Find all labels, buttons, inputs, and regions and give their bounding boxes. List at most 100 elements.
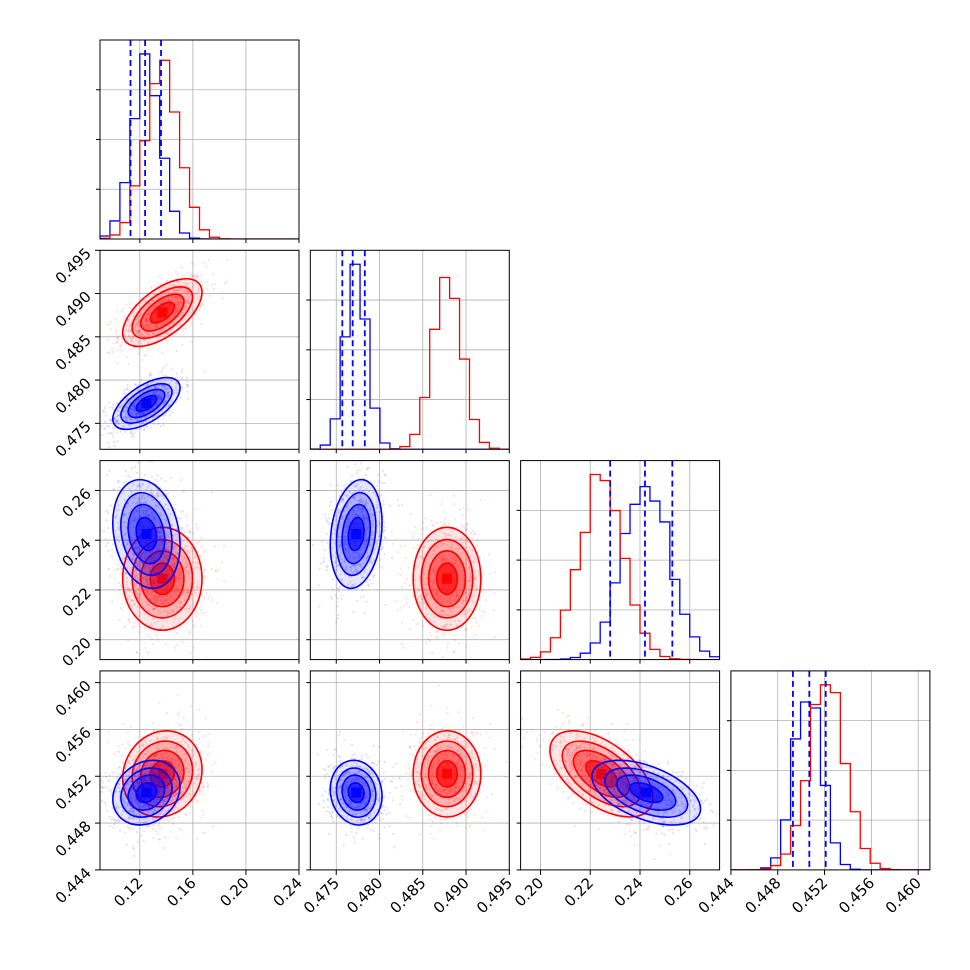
scatter-point-blue: [130, 432, 133, 435]
scatter-point-blue: [163, 526, 166, 529]
scatter-point-blue: [157, 531, 161, 534]
scatter-point-red: [221, 297, 224, 300]
scatter-point-blue: [379, 558, 382, 561]
scatter-point-red: [144, 319, 148, 322]
scatter-point-blue: [163, 577, 166, 581]
scatter-point-blue: [111, 432, 114, 435]
scatter-point-red: [159, 302, 162, 305]
scatter-point-blue: [346, 466, 349, 469]
scatter-point-blue: [135, 412, 138, 415]
scatter-point-blue: [115, 509, 118, 512]
scatter-point-red: [124, 329, 128, 332]
scatter-point-red: [165, 609, 168, 612]
scatter-point-red: [179, 601, 182, 604]
scatter-point-red: [442, 510, 446, 513]
scatter-point-red: [167, 333, 170, 336]
scatter-point-blue: [157, 397, 161, 401]
scatter-point-blue: [122, 513, 126, 516]
scatter-point-red: [135, 650, 138, 654]
scatter-point-red: [196, 291, 199, 294]
scatter-point-red: [163, 286, 166, 289]
scatter-point-red: [467, 552, 471, 555]
scatter-point-red: [142, 294, 145, 297]
scatter-point-blue: [87, 453, 89, 455]
scatter-point-red: [462, 611, 465, 614]
scatter-point-blue: [340, 490, 343, 494]
scatter-point-red: [162, 609, 165, 612]
scatter-point-blue: [153, 415, 156, 418]
scatter-point-blue: [155, 517, 158, 520]
scatter-point-blue: [130, 520, 133, 523]
contour-red: [131, 538, 194, 619]
scatter-point-red: [131, 313, 134, 316]
scatter-point-blue: [326, 564, 329, 568]
scatter-point-blue: [158, 565, 161, 568]
scatter-point-red: [107, 352, 110, 355]
scatter-point-blue: [152, 390, 156, 393]
scatter-point-blue: [112, 543, 115, 546]
scatter-point-red: [109, 321, 112, 324]
scatter-point-blue: [191, 586, 194, 589]
contour-blue: [135, 394, 158, 413]
scatter-point-red: [440, 559, 444, 562]
scatter-point-red: [163, 557, 166, 560]
scatter-point-blue: [380, 481, 383, 485]
scatter-point-blue: [190, 568, 193, 571]
scatter-point-red: [126, 732, 130, 735]
scatter-point-red: [458, 562, 461, 565]
contour-blue: [127, 388, 166, 419]
scatter-point-blue: [146, 513, 149, 516]
scatter-point-blue: [132, 512, 135, 516]
scatter-point-red: [160, 323, 163, 327]
scatter-point-blue: [161, 627, 164, 631]
scatter-point-red: [181, 314, 184, 317]
scatter-point-blue: [125, 577, 129, 580]
scatter-point-red: [168, 285, 171, 288]
scatter-point-red: [153, 333, 156, 336]
scatter-point-blue: [164, 374, 167, 377]
scatter-point-blue: [175, 381, 178, 385]
scatter-point-red: [153, 607, 156, 611]
scatter-point-blue: [185, 515, 188, 518]
scatter-point-red: [185, 290, 189, 293]
scatter-point-red: [493, 635, 496, 639]
scatter-point-red: [170, 596, 173, 599]
scatter-point-blue: [331, 597, 334, 600]
scatter-point-blue: [153, 392, 156, 395]
scatter-point-blue: [135, 510, 138, 513]
scatter-point-blue: [134, 558, 137, 561]
scatter-point-red: [432, 577, 435, 580]
scatter-point-blue: [140, 421, 144, 425]
scatter-point-red: [176, 553, 179, 556]
scatter-point-red: [202, 550, 205, 553]
scatter-point-red: [137, 352, 140, 355]
scatter-point-blue: [131, 572, 134, 575]
scatter-point-blue: [90, 564, 92, 566]
scatter-point-red: [103, 785, 107, 789]
scatter-point-red: [116, 340, 119, 343]
scatter-point-blue: [167, 555, 170, 558]
density-peak-blue: [351, 528, 362, 539]
scatter-point-red: [182, 307, 185, 310]
scatter-point-red: [185, 558, 188, 561]
scatter-point-blue: [143, 509, 146, 512]
scatter-point-blue: [181, 387, 184, 390]
scatter-point-red: [177, 552, 180, 555]
scatter-point-red: [171, 284, 174, 287]
scatter-point-blue: [124, 391, 127, 395]
scatter-point-red: [153, 597, 156, 600]
scatter-point-red: [160, 292, 163, 296]
scatter-point-red: [173, 311, 176, 314]
scatter-point-blue: [323, 548, 326, 551]
scatter-point-blue: [163, 385, 167, 388]
scatter-point-red: [462, 506, 465, 509]
scatter-point-blue: [364, 473, 368, 477]
scatter-point-red: [397, 572, 400, 576]
scatter-point-blue: [189, 532, 192, 535]
scatter-point-red: [479, 498, 482, 501]
scatter-point-red: [173, 589, 176, 592]
scatter-point-red: [169, 830, 172, 833]
scatter-point-blue: [148, 508, 151, 512]
scatter-point-red: [172, 557, 175, 561]
scatter-point-red: [180, 828, 183, 832]
